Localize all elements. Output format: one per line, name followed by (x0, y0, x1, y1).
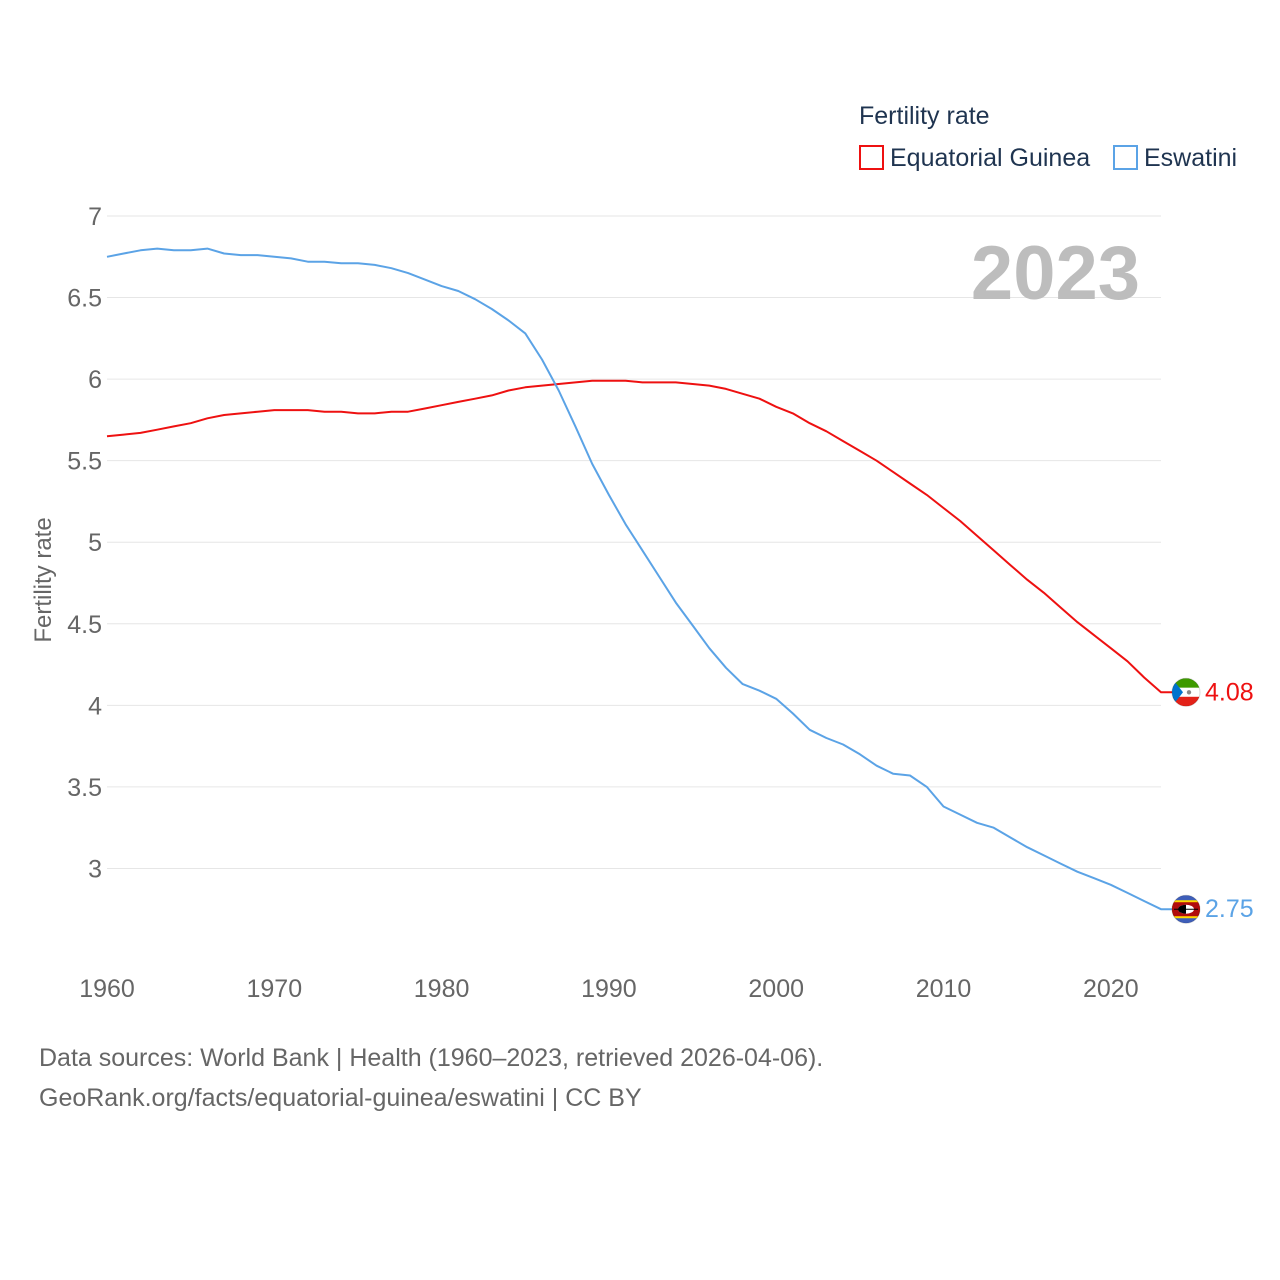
gridlines (107, 215, 1161, 869)
eswatini-flag-icon (1172, 895, 1200, 924)
x-tick-label: 1990 (581, 975, 637, 1003)
y-axis-label: Fertility rate (30, 517, 57, 642)
x-tick-label: 1970 (246, 975, 302, 1003)
equatorial-guinea-flag-icon (1172, 678, 1200, 707)
year-watermark: 2023 (971, 231, 1140, 316)
legend-swatch (1113, 145, 1138, 170)
x-axis-ticks: 1960 1970 1980 1990 2000 2010 2020 (79, 975, 1138, 1003)
x-tick-label: 1960 (79, 975, 135, 1003)
legend-label: Eswatini (1144, 144, 1237, 172)
legend-swatch (859, 145, 884, 170)
x-tick-label: 2010 (916, 975, 972, 1003)
x-tick-label: 1980 (414, 975, 470, 1003)
end-value-label: 4.08 (1205, 678, 1254, 706)
legend-title: Fertility rate (859, 102, 990, 130)
series-line-equatorial-guinea (106, 379, 1173, 694)
y-tick-label: 6 (88, 366, 102, 394)
series-lines (106, 247, 1173, 911)
y-tick-label: 5 (88, 529, 102, 557)
y-tick-label: 3.5 (67, 774, 102, 802)
y-tick-label: 4.5 (67, 611, 102, 639)
data-sources-text: Data sources: World Bank | Health (1960–… (39, 1044, 824, 1072)
attribution-link[interactable]: GeoRank.org/facts/equatorial-guinea/eswa… (39, 1084, 642, 1112)
y-tick-label: 6.5 (67, 285, 102, 313)
y-tick-label: 5.5 (67, 448, 102, 476)
legend-item-eswatini[interactable]: Eswatini (1113, 144, 1237, 172)
series-end-markers: 4.08 2.75 (1171, 677, 1254, 924)
legend-item-equatorial-guinea[interactable]: Equatorial Guinea (859, 144, 1090, 172)
legend: Fertility rate Equatorial Guinea Eswatini (859, 102, 1237, 172)
fertility-rate-line-chart: 3 3.5 4 4.5 5 5.5 6 6.5 7 1960 1970 1980 1990 2000 20… (30, 102, 1254, 1003)
series-line-eswatini (106, 247, 1173, 911)
legend-label: Equatorial Guinea (890, 144, 1090, 172)
y-tick-label: 7 (88, 203, 102, 231)
end-value-label: 2.75 (1205, 895, 1254, 923)
x-tick-label: 2020 (1083, 975, 1139, 1003)
y-axis-ticks: 3 3.5 4 4.5 5 5.5 6 6.5 7 (67, 203, 102, 883)
y-tick-label: 3 (88, 855, 102, 883)
y-tick-label: 4 (88, 692, 102, 720)
x-tick-label: 2000 (748, 975, 804, 1003)
